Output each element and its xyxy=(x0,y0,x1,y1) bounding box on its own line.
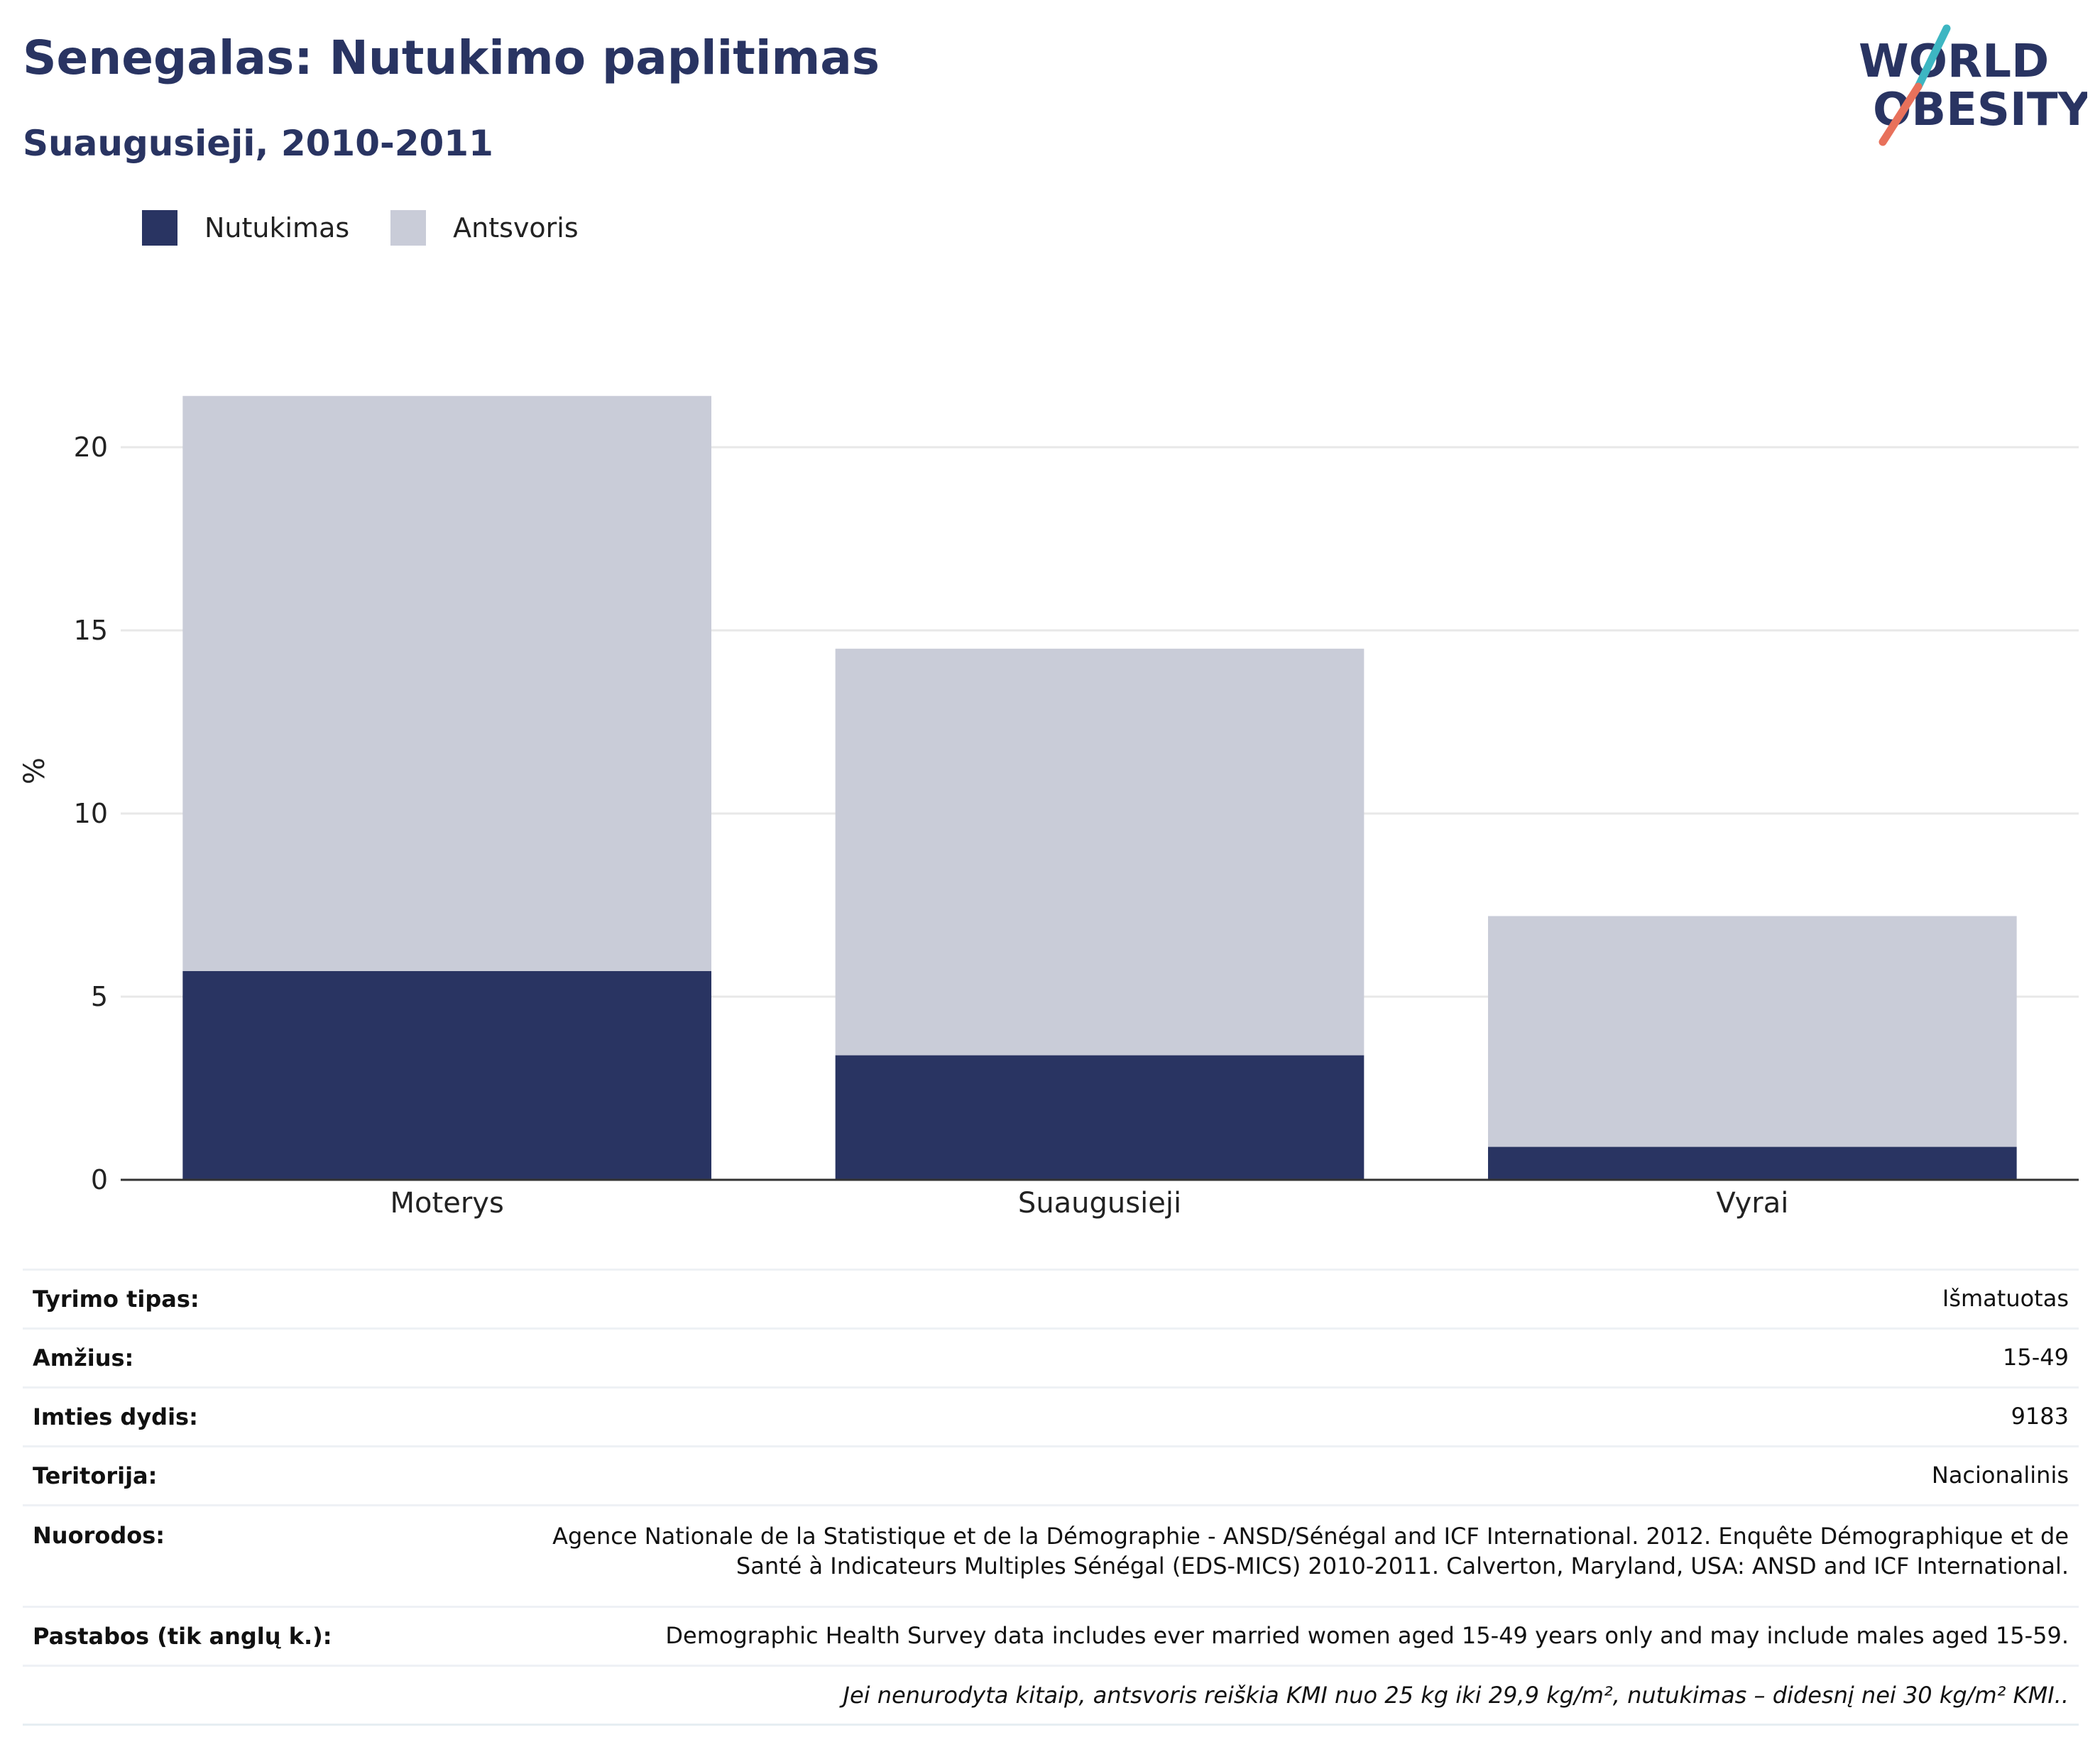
y-tick-label: 0 xyxy=(91,1164,108,1195)
meta-row-sample-size: Imties dydis: 9183 xyxy=(23,1386,2079,1447)
stacked-bar-chart: 0 5 10 15 20% Moterys Suaugusieji Vyrai xyxy=(18,395,2079,1220)
x-tick-label: Vyrai xyxy=(1716,1187,1788,1220)
meta-value: 15-49 xyxy=(540,1327,2079,1388)
logo-text-obesity: OBESITY xyxy=(1873,84,2087,136)
meta-key: Nuorodos: xyxy=(23,1504,540,1607)
x-tick-label: Suaugusieji xyxy=(1018,1187,1181,1220)
meta-footnote: Jei nenurodyta kitaip, antsvoris reiškia… xyxy=(540,1665,2079,1726)
meta-key: Amžius: xyxy=(23,1327,540,1388)
logo-slash-coral xyxy=(1878,82,1923,146)
meta-key-empty xyxy=(23,1665,540,1726)
meta-value: 9183 xyxy=(540,1386,2079,1447)
legend-swatch-obesity xyxy=(142,210,177,246)
bar-obesity xyxy=(182,970,711,1180)
bar-obesity xyxy=(835,1055,1365,1180)
legend-item-overweight[interactable]: Antsvoris xyxy=(390,210,579,246)
world-obesity-logo: WORLD OBESITY xyxy=(1859,24,2087,146)
y-tick-label: 5 xyxy=(91,981,108,1012)
meta-value: Nacionalinis xyxy=(540,1445,2079,1506)
logo-slash-teal xyxy=(1914,24,1951,91)
y-tick-label: 10 xyxy=(74,798,108,829)
bar-overweight xyxy=(1488,916,2017,1147)
chart-title: Senegalas: Nutukimo paplitimas xyxy=(23,31,880,85)
chart-subtitle: Suaugusieji, 2010-2011 xyxy=(23,123,493,164)
chart-legend: Nutukimas Antsvoris xyxy=(142,210,620,246)
meta-value: Demographic Health Survey data includes … xyxy=(540,1606,2079,1666)
x-tick-label: Moterys xyxy=(390,1187,504,1220)
legend-swatch-overweight xyxy=(390,210,427,246)
bar-overweight xyxy=(835,648,1365,1056)
meta-row-territory: Teritorija: Nacionalinis xyxy=(23,1445,2079,1506)
meta-key: Tyrimo tipas: xyxy=(23,1269,540,1329)
meta-row-footnote: Jei nenurodyta kitaip, antsvoris reiškia… xyxy=(23,1665,2079,1726)
y-tick-label: 15 xyxy=(74,615,108,646)
legend-label-overweight: Antsvoris xyxy=(453,212,579,243)
meta-value: Išmatuotas xyxy=(540,1269,2079,1329)
y-tick-label: 20 xyxy=(74,432,108,463)
meta-row-survey-type: Tyrimo tipas: Išmatuotas xyxy=(23,1269,2079,1329)
legend-item-obesity[interactable]: Nutukimas xyxy=(142,210,349,246)
meta-value-references: Agence Nationale de la Statistique et de… xyxy=(540,1504,2079,1607)
reference-line-1: Agence Nationale de la Statistique et de… xyxy=(552,1523,2069,1550)
meta-row-notes: Pastabos (tik anglų k.): Demographic Hea… xyxy=(23,1606,2079,1666)
y-axis-label: % xyxy=(18,757,51,784)
survey-metadata-table: Tyrimo tipas: Išmatuotas Amžius: 15-49 I… xyxy=(23,1269,2079,1726)
meta-key: Pastabos (tik anglų k.): xyxy=(23,1606,540,1666)
meta-row-age: Amžius: 15-49 xyxy=(23,1327,2079,1388)
legend-label-obesity: Nutukimas xyxy=(204,212,350,243)
meta-key: Teritorija: xyxy=(23,1445,540,1506)
logo-text-world: WORLD xyxy=(1859,35,2049,88)
bar-obesity xyxy=(1488,1146,2017,1180)
reference-line-2: Santé à Indicateurs Multiples Sénégal (E… xyxy=(735,1552,2069,1579)
meta-row-references: Nuorodos: Agence Nationale de la Statist… xyxy=(23,1504,2079,1607)
bar-overweight xyxy=(182,395,711,971)
meta-key: Imties dydis: xyxy=(23,1386,540,1447)
